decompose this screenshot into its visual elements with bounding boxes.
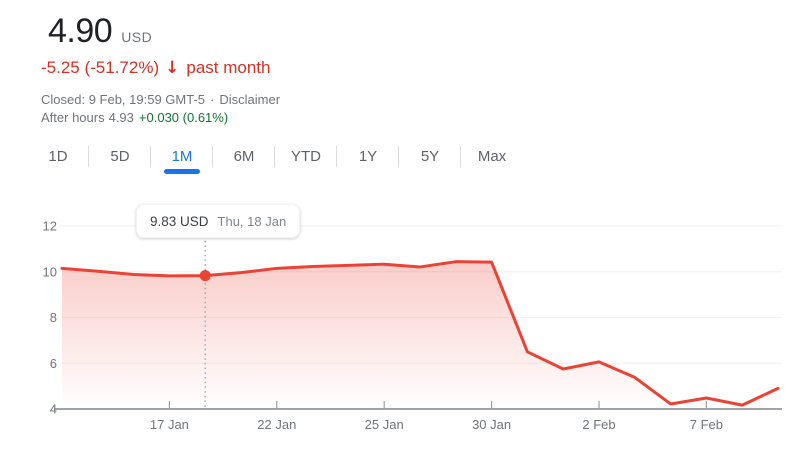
dot-separator: · xyxy=(210,92,215,107)
closed-status-text: Closed: 9 Feb, 19:59 GMT-5 xyxy=(41,92,206,107)
tooltip-price: 9.83 USD xyxy=(150,213,209,229)
series-area xyxy=(62,261,778,409)
tab-ytd[interactable]: YTD xyxy=(275,146,337,178)
tab-label: Max xyxy=(477,148,507,165)
tab-label: 5Y xyxy=(420,148,440,165)
chart-tooltip: 9.83 USD Thu, 18 Jan xyxy=(136,204,301,238)
after-hours-row: After hours 4.93 +0.030 (0.61%) xyxy=(41,110,228,125)
disclaimer-link[interactable]: Disclaimer xyxy=(219,92,281,107)
series-line xyxy=(60,260,780,407)
active-tab-underline xyxy=(164,169,200,174)
tab-label: YTD xyxy=(291,148,321,165)
tab-1m[interactable]: 1M xyxy=(151,146,213,178)
change-period: past month xyxy=(186,58,271,77)
after-hours-price: 4.93 xyxy=(108,110,134,125)
tab-5y[interactable]: 5Y xyxy=(399,146,461,178)
tab-1d[interactable]: 1D xyxy=(27,146,89,178)
currency-label: USD xyxy=(121,29,153,45)
tooltip-date: Thu, 18 Jan xyxy=(217,213,287,229)
tab-1y[interactable]: 1Y xyxy=(337,146,399,178)
range-tabs: 1D 5D 1M 6M YTD 1Y 5Y Max xyxy=(27,146,523,178)
tab-label: 1D xyxy=(48,148,68,165)
y-axis-label: 12 xyxy=(43,219,57,234)
after-hours-change: +0.030 (0.61%) xyxy=(138,110,229,125)
tab-label: 1Y xyxy=(358,148,378,165)
highlight-dot xyxy=(199,270,211,282)
tab-6m[interactable]: 6M xyxy=(213,146,275,178)
x-axis-label: 22 Jan xyxy=(257,417,296,432)
tab-label: 1M xyxy=(171,148,193,165)
arrow-down-icon: ↓ xyxy=(165,58,180,78)
tab-label: 5D xyxy=(110,148,130,165)
tab-label: 6M xyxy=(233,148,255,165)
tab-max[interactable]: Max xyxy=(461,146,523,178)
current-price-row: 4.90 USD xyxy=(48,12,152,51)
y-axis-label: 8 xyxy=(50,310,57,325)
y-axis-label: 4 xyxy=(50,402,57,417)
chart-canvas: 4 6 8 10 12 17 Jan 22 Jan 25 Jan 30 Jan 2 Feb 7 Fe… xyxy=(43,219,782,432)
x-axis-label: 7 Feb xyxy=(690,417,723,432)
x-axis-label: 17 Jan xyxy=(150,417,189,432)
market-status-row: Closed: 9 Feb, 19:59 GMT-5 · Disclaimer xyxy=(41,92,280,107)
price-chart[interactable]: 4 6 8 10 12 17 Jan 22 Jan 25 Jan 30 Jan 2 Feb 7 Fe… xyxy=(0,202,787,449)
x-axis-label: 30 Jan xyxy=(472,417,511,432)
x-axis-label: 25 Jan xyxy=(365,417,404,432)
price-value: 4.90 xyxy=(48,12,113,50)
y-axis-label: 6 xyxy=(50,356,57,371)
price-change-row: -5.25 (-51.72%) ↓ past month xyxy=(41,58,270,78)
tab-5d[interactable]: 5D xyxy=(89,146,151,178)
after-hours-label: After hours xyxy=(41,110,105,125)
x-axis-label: 2 Feb xyxy=(582,417,615,432)
y-axis-label: 10 xyxy=(43,264,57,279)
change-value: -5.25 (-51.72%) xyxy=(41,58,160,77)
